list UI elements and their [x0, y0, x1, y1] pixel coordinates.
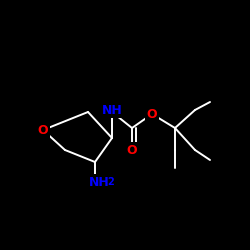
Text: O: O: [127, 144, 137, 156]
Text: O: O: [147, 108, 157, 120]
Text: NH: NH: [88, 176, 110, 188]
Text: O: O: [38, 124, 48, 136]
Text: NH: NH: [102, 104, 122, 117]
Text: 2: 2: [108, 177, 114, 187]
